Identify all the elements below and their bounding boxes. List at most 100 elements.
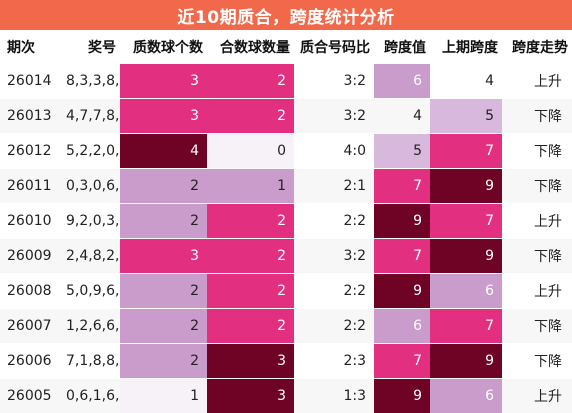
cell-numbers: 2,4,8,2,1 (58, 239, 120, 274)
cell-ratio: 3:2 (294, 64, 374, 99)
stats-table: 期次 奖号 质数球个数 合数球数量 质合号码比 跨度值 上期跨度 跨度走势 26… (0, 30, 572, 413)
cell-trend: 下降 (502, 239, 572, 274)
cell-ratio: 4:0 (294, 134, 374, 169)
cell-trend: 上升 (502, 64, 572, 99)
header-composite-count: 合数球数量 (207, 30, 294, 64)
cell-period: 26014 (0, 64, 58, 99)
cell-prime-count: 2 (120, 274, 207, 309)
cell-numbers: 1,2,6,6,0 (58, 309, 120, 344)
table-title: 近10期质合，跨度统计分析 (0, 0, 572, 30)
cell-ratio: 2:2 (294, 309, 374, 344)
table-row: 26007 1,2,6,6,0 2 2 2:2 6 7 下降 (0, 309, 572, 344)
table-row: 26006 7,1,8,8,8 2 3 2:3 7 9 下降 (0, 344, 572, 379)
cell-span: 9 (374, 274, 430, 309)
cell-prime-count: 2 (120, 204, 207, 239)
table-row: 26012 5,2,2,0,1 4 0 4:0 5 7 下降 (0, 134, 572, 169)
cell-span: 9 (374, 204, 430, 239)
table-row: 26014 8,3,3,8,2 3 2 3:2 6 4 上升 (0, 64, 572, 99)
cell-period: 26009 (0, 239, 58, 274)
cell-prime-count: 2 (120, 169, 207, 204)
cell-ratio: 3:2 (294, 239, 374, 274)
cell-numbers: 7,1,8,8,8 (58, 344, 120, 379)
cell-prev-span: 7 (430, 134, 502, 169)
cell-period: 26013 (0, 99, 58, 134)
cell-prev-span: 9 (430, 344, 502, 379)
cell-numbers: 9,2,0,3,4 (58, 204, 120, 239)
table-row: 26008 5,0,9,6,3 2 2 2:2 9 6 上升 (0, 274, 572, 309)
cell-prev-span: 5 (430, 99, 502, 134)
cell-period: 26007 (0, 309, 58, 344)
cell-numbers: 5,0,9,6,3 (58, 274, 120, 309)
header-period: 期次 (0, 30, 58, 64)
cell-composite-count: 1 (207, 169, 294, 204)
cell-trend: 下降 (502, 99, 572, 134)
cell-prime-count: 3 (120, 64, 207, 99)
cell-ratio: 2:2 (294, 204, 374, 239)
table-row: 26011 0,3,0,6,7 2 1 2:1 7 9 下降 (0, 169, 572, 204)
cell-trend: 下降 (502, 309, 572, 344)
cell-span: 5 (374, 134, 430, 169)
cell-prev-span: 4 (430, 64, 502, 99)
cell-ratio: 2:3 (294, 344, 374, 379)
cell-prime-count: 4 (120, 134, 207, 169)
cell-trend: 下降 (502, 344, 572, 379)
cell-numbers: 0,6,1,6,9 (58, 379, 120, 413)
cell-composite-count: 3 (207, 344, 294, 379)
cell-prev-span: 9 (430, 239, 502, 274)
cell-prev-span: 6 (430, 274, 502, 309)
cell-composite-count: 2 (207, 309, 294, 344)
cell-ratio: 2:2 (294, 274, 374, 309)
header-row: 期次 奖号 质数球个数 合数球数量 质合号码比 跨度值 上期跨度 跨度走势 (0, 30, 572, 64)
cell-prime-count: 2 (120, 344, 207, 379)
cell-ratio: 3:2 (294, 99, 374, 134)
cell-span: 6 (374, 309, 430, 344)
table-row: 26013 4,7,7,8,7 3 2 3:2 4 5 下降 (0, 99, 572, 134)
cell-numbers: 4,7,7,8,7 (58, 99, 120, 134)
cell-span: 9 (374, 379, 430, 413)
table-row: 26009 2,4,8,2,1 3 2 3:2 7 9 下降 (0, 239, 572, 274)
cell-period: 26011 (0, 169, 58, 204)
header-trend: 跨度走势 (502, 30, 572, 64)
header-span: 跨度值 (374, 30, 430, 64)
cell-trend: 上升 (502, 379, 572, 413)
cell-span: 7 (374, 344, 430, 379)
cell-numbers: 8,3,3,8,2 (58, 64, 120, 99)
cell-trend: 下降 (502, 169, 572, 204)
table-row: 26010 9,2,0,3,4 2 2 2:2 9 7 上升 (0, 204, 572, 239)
cell-prev-span: 6 (430, 379, 502, 413)
cell-trend: 上升 (502, 204, 572, 239)
cell-composite-count: 2 (207, 274, 294, 309)
cell-span: 7 (374, 239, 430, 274)
cell-prime-count: 3 (120, 99, 207, 134)
cell-prime-count: 2 (120, 309, 207, 344)
cell-prime-count: 1 (120, 379, 207, 413)
cell-period: 26006 (0, 344, 58, 379)
cell-composite-count: 2 (207, 204, 294, 239)
cell-period: 26012 (0, 134, 58, 169)
cell-numbers: 0,3,0,6,7 (58, 169, 120, 204)
cell-composite-count: 2 (207, 239, 294, 274)
cell-composite-count: 2 (207, 64, 294, 99)
cell-composite-count: 0 (207, 134, 294, 169)
header-prev-span: 上期跨度 (430, 30, 502, 64)
table-row: 26005 0,6,1,6,9 1 3 1:3 9 6 上升 (0, 379, 572, 413)
cell-period: 26008 (0, 274, 58, 309)
header-ratio: 质合号码比 (294, 30, 374, 64)
cell-prime-count: 3 (120, 239, 207, 274)
cell-period: 26010 (0, 204, 58, 239)
cell-prev-span: 7 (430, 309, 502, 344)
header-prime-count: 质数球个数 (120, 30, 207, 64)
cell-composite-count: 2 (207, 99, 294, 134)
cell-composite-count: 3 (207, 379, 294, 413)
cell-numbers: 5,2,2,0,1 (58, 134, 120, 169)
cell-span: 4 (374, 99, 430, 134)
header-numbers: 奖号 (58, 30, 120, 64)
cell-ratio: 1:3 (294, 379, 374, 413)
cell-period: 26005 (0, 379, 58, 413)
cell-span: 7 (374, 169, 430, 204)
cell-ratio: 2:1 (294, 169, 374, 204)
cell-trend: 上升 (502, 274, 572, 309)
cell-trend: 下降 (502, 134, 572, 169)
cell-prev-span: 7 (430, 204, 502, 239)
cell-prev-span: 9 (430, 169, 502, 204)
